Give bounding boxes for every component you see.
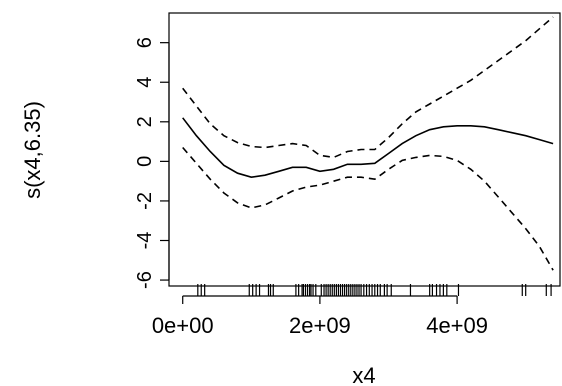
y-axis-label: s(x4,6.35) — [20, 101, 45, 199]
y-tick-label: 0 — [134, 156, 156, 167]
y-tick-label: -6 — [134, 271, 156, 289]
y-tick-label: 6 — [134, 37, 156, 48]
x-axis-label: x4 — [352, 363, 375, 386]
x-axis: 0e+00 2e+09 4e+09 — [152, 295, 488, 338]
plot-box — [168, 12, 561, 287]
y-axis: -6 -4 -2 0 2 4 6 — [134, 37, 170, 289]
y-tick-label: 4 — [134, 77, 156, 88]
upper-band-line — [182, 16, 554, 159]
x-tick-label: 4e+09 — [426, 313, 488, 338]
rug-marks — [197, 284, 552, 296]
y-tick-label: -4 — [134, 232, 156, 250]
x-tick-label: 2e+09 — [289, 313, 351, 338]
estimate-line — [182, 117, 554, 179]
y-tick-label: 2 — [134, 116, 156, 127]
lower-band-line — [182, 146, 554, 271]
series-lines — [182, 16, 554, 271]
y-tick-label: -2 — [134, 192, 156, 210]
x-tick-label: 0e+00 — [152, 313, 214, 338]
